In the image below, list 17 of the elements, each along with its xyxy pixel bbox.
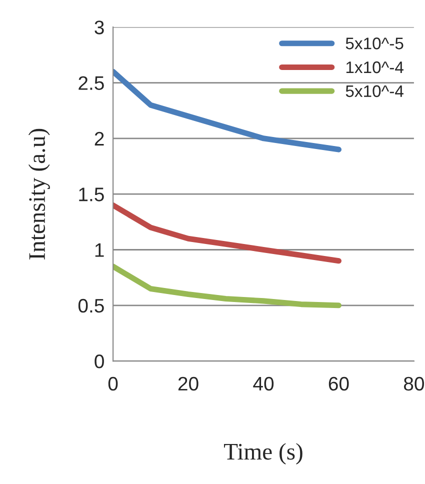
y-tick-label: 2 bbox=[94, 132, 104, 146]
x-tick-label: 60 bbox=[328, 376, 349, 391]
x-tick-label: 0 bbox=[108, 376, 118, 391]
y-tick-label: 2.5 bbox=[78, 76, 104, 90]
y-tick-label: 1.5 bbox=[79, 188, 104, 202]
x-tick-label: 40 bbox=[253, 376, 274, 391]
legend-label: 5x10^-5 bbox=[346, 38, 404, 50]
y-tick-label: 3 bbox=[94, 20, 104, 34]
legend-label: 5x10^-4 bbox=[346, 85, 404, 98]
x-tick-label: 20 bbox=[178, 376, 198, 391]
y-tick-label: 0.5 bbox=[78, 298, 104, 313]
y-tick-label: 0 bbox=[94, 354, 104, 368]
y-axis-title: Intensity (a.u) bbox=[28, 128, 50, 260]
y-tick-label: 1 bbox=[95, 243, 104, 257]
x-tick-label: 80 bbox=[404, 376, 424, 391]
x-axis-title: Time (s) bbox=[224, 443, 302, 464]
legend-label: 1x10^-4 bbox=[346, 61, 404, 74]
